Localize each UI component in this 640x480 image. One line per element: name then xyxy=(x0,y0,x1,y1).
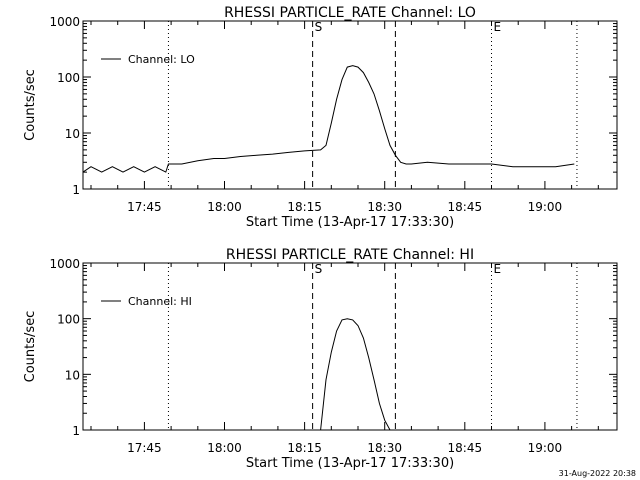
x-tick-label: 19:00 xyxy=(528,441,563,455)
annotation-label: E xyxy=(494,20,502,34)
x-axis-label: Start Time (13-Apr-17 17:33:30) xyxy=(246,456,454,471)
legend-label: Channel: LO xyxy=(128,53,195,66)
x-tick-label: 17:45 xyxy=(127,441,162,455)
y-axis-label: Counts/sec xyxy=(23,69,38,141)
y-tick-label: 1 xyxy=(72,183,80,197)
y-tick-label: 10 xyxy=(65,368,80,382)
x-tick-label: 17:45 xyxy=(127,200,162,214)
x-tick-label: 18:15 xyxy=(287,441,322,455)
x-tick-label: 18:00 xyxy=(207,441,242,455)
y-tick-label: 100 xyxy=(57,313,80,327)
y-tick-label: 1000 xyxy=(49,257,80,271)
annotation-label: S xyxy=(315,20,323,34)
series-line xyxy=(82,65,575,173)
x-tick-label: 18:30 xyxy=(367,441,402,455)
x-tick-label: 18:45 xyxy=(448,200,483,214)
chart-title: RHESSI PARTICLE_RATE Channel: LO xyxy=(224,5,476,21)
footer-timestamp: 31-Aug-2022 20:38 xyxy=(558,469,636,478)
x-tick-label: 19:00 xyxy=(528,200,563,214)
y-tick-label: 1000 xyxy=(49,15,80,29)
y-axis-label: Counts/sec xyxy=(23,311,38,383)
x-axis-label: Start Time (13-Apr-17 17:33:30) xyxy=(246,215,454,230)
y-tick-label: 10 xyxy=(65,127,80,141)
y-tick-label: 100 xyxy=(57,71,80,85)
plot-frame xyxy=(82,262,618,431)
y-tick-label: 1 xyxy=(72,424,80,438)
x-tick-label: 18:30 xyxy=(367,200,402,214)
x-tick-label: 18:45 xyxy=(448,441,483,455)
annotation-label: S xyxy=(315,262,323,276)
annotation-label: E xyxy=(494,262,502,276)
series-line xyxy=(320,318,391,431)
x-tick-label: 18:15 xyxy=(287,200,322,214)
plot-frame xyxy=(82,20,618,190)
chart-title: RHESSI PARTICLE_RATE Channel: HI xyxy=(226,247,474,263)
legend-label: Channel: HI xyxy=(128,295,192,308)
x-tick-label: 18:00 xyxy=(207,200,242,214)
